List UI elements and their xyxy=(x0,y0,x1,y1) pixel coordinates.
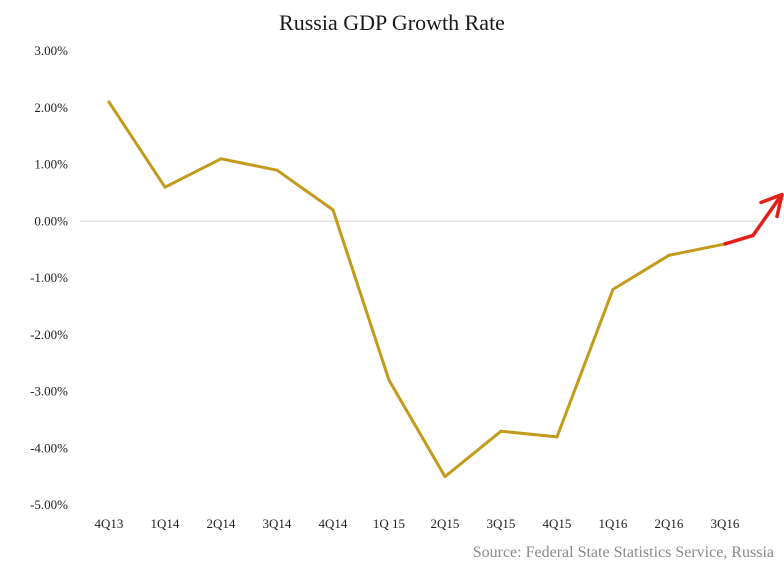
data-point xyxy=(667,253,671,257)
x-tick-label: 4Q14 xyxy=(319,516,348,531)
y-tick-label: -5.00% xyxy=(30,497,68,512)
y-tick-label: 0.00% xyxy=(34,213,68,228)
x-tick-label: 2Q14 xyxy=(207,516,236,531)
data-point xyxy=(443,475,447,479)
y-tick-label: -3.00% xyxy=(30,384,68,399)
data-point xyxy=(555,435,559,439)
y-tick-label: 1.00% xyxy=(34,157,68,172)
y-axis-ticks: 3.00% 2.00% 1.00% 0.00% -1.00% -2.00% -3.00% -4… xyxy=(30,43,68,512)
data-points xyxy=(107,100,727,479)
x-tick-label: 3Q14 xyxy=(263,516,292,531)
data-point xyxy=(107,100,111,104)
chart-title: Russia GDP Growth Rate xyxy=(279,10,505,35)
x-tick-label: 1Q 15 xyxy=(373,516,405,531)
trend-arrow-head xyxy=(759,192,784,219)
x-tick-label: 1Q16 xyxy=(599,516,628,531)
x-tick-label: 1Q14 xyxy=(151,516,180,531)
trend-arrow xyxy=(723,192,784,246)
series-line xyxy=(107,100,727,479)
x-tick-label: 4Q15 xyxy=(543,516,572,531)
source-note: Source: Federal State Statistics Service… xyxy=(473,544,774,561)
data-point xyxy=(331,208,335,212)
y-tick-label: -2.00% xyxy=(30,327,68,342)
x-axis-ticks: 4Q13 1Q14 2Q14 3Q14 4Q14 1Q 15 2Q15 3Q15 4Q15 1Q1… xyxy=(95,516,740,531)
y-tick-label: -4.00% xyxy=(30,440,68,455)
data-point xyxy=(275,168,279,172)
data-point xyxy=(499,429,503,433)
y-tick-label: 3.00% xyxy=(34,43,68,58)
y-tick-label: 2.00% xyxy=(34,100,68,115)
x-tick-label: 2Q15 xyxy=(431,516,460,531)
data-point xyxy=(387,378,391,382)
x-tick-label: 3Q16 xyxy=(711,516,740,531)
x-tick-label: 3Q15 xyxy=(487,516,516,531)
x-tick-label: 4Q13 xyxy=(95,516,124,531)
data-point xyxy=(219,157,223,161)
data-point xyxy=(611,287,615,291)
data-point xyxy=(163,185,167,189)
y-tick-label: -1.00% xyxy=(30,270,68,285)
trend-arrow-shaft xyxy=(723,196,781,246)
x-tick-label: 2Q16 xyxy=(655,516,684,531)
